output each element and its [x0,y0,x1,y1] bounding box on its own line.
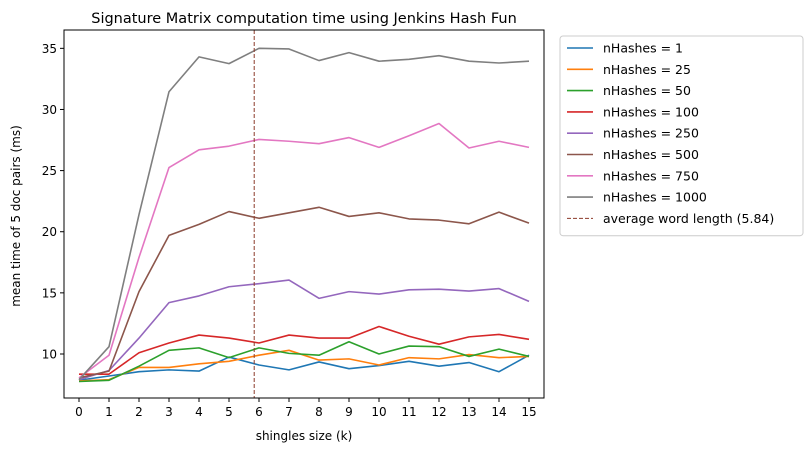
x-tick-label: 6 [255,405,263,419]
x-tick-label: 7 [285,405,293,419]
legend-entry-label: nHashes = 1 [603,41,683,56]
series-line-2 [78,340,530,383]
x-tick-label: 10 [371,405,386,419]
series-line-6 [78,122,530,379]
x-tick-label: 9 [345,405,353,419]
y-tick-label: 20 [42,225,57,239]
plot-frame [63,29,545,399]
legend-entry-label: nHashes = 25 [603,62,691,77]
legend-entry-label: average word length (5.84) [603,211,774,226]
x-axis-ticks: 0 1 2 3 4 5 6 7 8 9 10 11 12 13 14 15 [75,398,537,419]
chart-title: Signature Matrix computation time using … [91,11,517,27]
y-axis-label: mean time of 5 doc pairs (ms) [9,125,23,307]
series-line-7 [78,47,530,381]
x-tick-label: 13 [461,405,476,419]
y-tick-label: 25 [42,164,57,178]
series-line-0 [78,354,530,382]
legend-entry-label: nHashes = 100 [603,104,699,119]
x-tick-label: 12 [431,405,446,419]
x-tick-label: 14 [491,405,506,419]
series-line-4 [78,279,530,381]
series-line-5 [78,206,530,379]
x-tick-label: 2 [135,405,143,419]
x-tick-label: 1 [105,405,113,419]
legend-entry-label: nHashes = 50 [603,83,691,98]
legend-box [559,35,804,237]
series-line-3 [79,325,530,375]
x-tick-label: 11 [401,405,416,419]
y-tick-label: 30 [42,103,57,117]
x-tick-label: 5 [225,405,233,419]
legend-entry-label: nHashes = 1000 [603,190,707,205]
y-tick-label: 15 [42,286,57,300]
x-tick-label: 4 [195,405,203,419]
x-tick-label: 3 [165,405,173,419]
x-tick-label: 15 [521,405,536,419]
plot-area [63,29,545,399]
x-tick-label: 8 [315,405,323,419]
y-tick-label: 10 [42,347,57,361]
legend-entry-label: nHashes = 500 [603,147,699,162]
x-tick-label: 0 [75,405,83,419]
y-tick-label: 35 [42,42,57,56]
legend: nHashes = 1 nHashes = 25 nHashes = 50 nHash… [559,35,804,237]
series-line-1 [78,349,530,382]
y-axis-ticks: 10 15 20 25 30 35 [42,42,64,361]
legend-entry-label: nHashes = 250 [603,126,699,141]
x-axis-label: shingles size (k) [256,429,353,443]
legend-entry-label: nHashes = 750 [603,168,699,183]
